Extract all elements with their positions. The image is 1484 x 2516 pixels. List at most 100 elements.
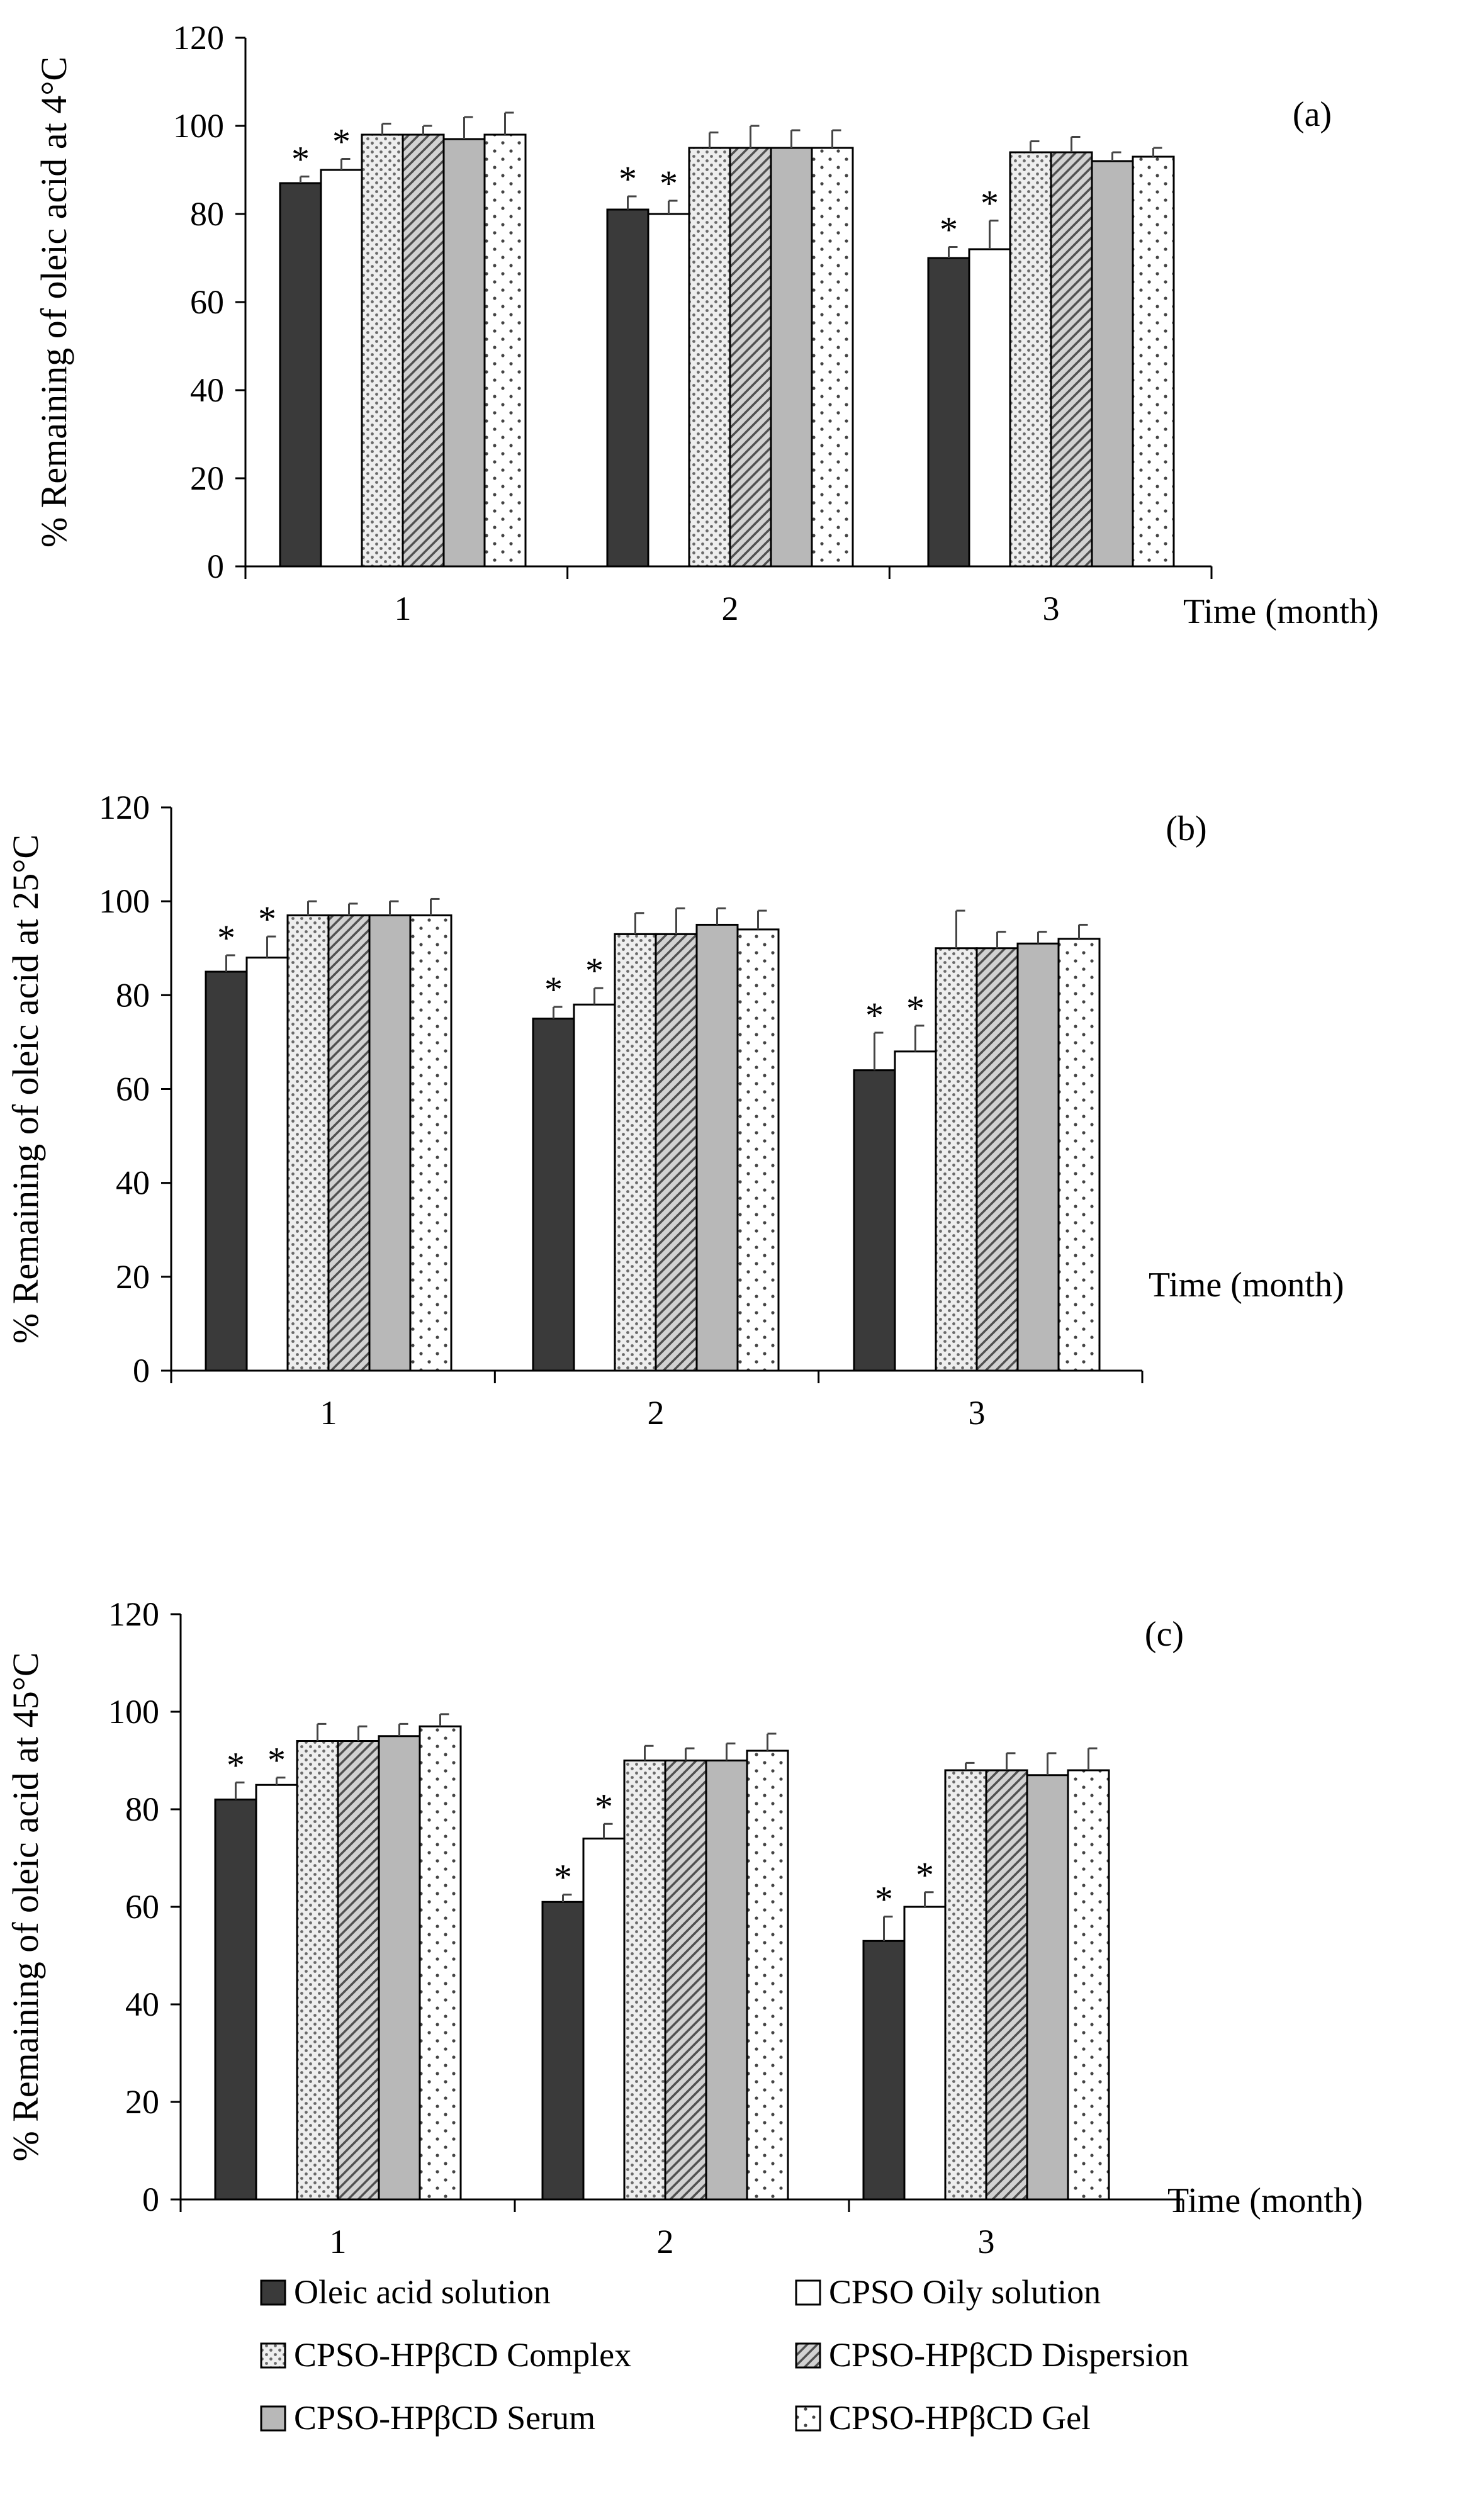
significance-marker: * <box>332 121 351 162</box>
bar <box>255 1783 298 2201</box>
bar <box>573 1003 616 1372</box>
significance-marker: * <box>595 1786 613 1827</box>
bar <box>655 933 698 1372</box>
bar <box>1067 1769 1110 2201</box>
legend-label: CPSO-HPβCD Gel <box>829 2399 1091 2437</box>
significance-marker: * <box>906 988 925 1029</box>
y-tick-label: 120 <box>99 789 150 826</box>
y-tick-label: 40 <box>116 1164 150 1202</box>
y-tick-label: 20 <box>116 1258 150 1296</box>
legend-label: Oleic acid solution <box>294 2273 551 2311</box>
panel-label: (b) <box>1166 809 1206 848</box>
legend-swatch <box>795 2405 821 2432</box>
bar <box>736 928 780 1372</box>
bar <box>419 1725 462 2201</box>
x-tick-label: 1 <box>395 590 412 627</box>
significance-marker: * <box>875 1879 893 1920</box>
legend-swatch <box>795 2279 821 2306</box>
legend-swatch <box>260 2405 286 2432</box>
y-tick-label: 80 <box>116 976 150 1014</box>
bar <box>811 147 854 568</box>
significance-marker: * <box>258 899 276 940</box>
bar <box>1132 155 1175 568</box>
legend-swatch <box>795 2342 821 2369</box>
significance-marker: * <box>981 183 999 224</box>
y-axis-label: % Remaining of oleic acid at 4°C <box>33 57 74 548</box>
bar <box>1016 942 1060 1372</box>
bar <box>623 1760 666 2201</box>
y-tick-label: 40 <box>125 1985 159 2023</box>
y-axis-label: % Remaining of oleic acid at 45°C <box>5 1652 46 2161</box>
bar <box>532 1018 575 1372</box>
chart-panel-c: 0 20 40 60 80 100 120 * * 1 * * 2 * * 3 % Remaining of o… <box>5 1595 1363 2260</box>
x-axis-label: Time (month) <box>1183 592 1379 631</box>
bar <box>483 133 527 568</box>
y-tick-label: 120 <box>108 1595 159 1633</box>
bar <box>853 1069 896 1372</box>
bar <box>614 933 657 1372</box>
y-tick-label: 20 <box>125 2083 159 2121</box>
legend-label: CPSO-HPβCD Complex <box>294 2336 631 2374</box>
bar <box>541 1901 585 2201</box>
x-axis-label: Time (month) <box>1167 2181 1363 2220</box>
bar <box>729 147 772 568</box>
x-tick-label: 2 <box>657 2223 674 2260</box>
legend-swatch <box>260 2279 286 2306</box>
y-tick-label: 100 <box>99 882 150 920</box>
bar <box>1009 151 1052 568</box>
bar <box>320 169 363 568</box>
x-tick-label: 2 <box>648 1394 665 1432</box>
bar <box>647 213 690 568</box>
y-tick-label: 120 <box>173 19 224 57</box>
bar <box>205 970 248 1372</box>
significance-marker: * <box>544 969 563 1010</box>
y-tick-label: 20 <box>190 459 224 497</box>
bar <box>903 1906 947 2201</box>
x-axis-label: Time (month) <box>1149 1266 1344 1305</box>
bar <box>770 147 813 568</box>
significance-marker: * <box>660 163 678 204</box>
significance-marker: * <box>267 1740 286 1781</box>
significance-marker: * <box>940 210 958 250</box>
chart-panel-a: 0 20 40 60 80 100 120 * * 1 * * 2 * * 3 % Remaining of o… <box>33 19 1379 631</box>
x-tick-label: 1 <box>320 1394 337 1432</box>
bar <box>968 248 1011 568</box>
y-tick-label: 80 <box>190 195 224 233</box>
bar <box>582 1838 626 2201</box>
y-tick-label: 60 <box>116 1070 150 1108</box>
x-tick-label: 3 <box>978 2223 995 2260</box>
bar <box>746 1749 789 2201</box>
y-tick-label: 0 <box>207 548 224 585</box>
panel-label: (c) <box>1145 1615 1184 1654</box>
x-tick-label: 3 <box>969 1394 986 1432</box>
bar <box>245 957 289 1372</box>
y-tick-label: 60 <box>125 1888 159 1926</box>
x-tick-label: 3 <box>1043 590 1060 627</box>
bar <box>985 1769 1028 2201</box>
bar <box>286 914 330 1372</box>
significance-marker: * <box>554 1857 572 1898</box>
bar <box>688 147 731 568</box>
panel-label: (a) <box>1293 95 1332 134</box>
bar <box>368 914 412 1372</box>
bar <box>664 1760 707 2201</box>
bar <box>378 1735 421 2201</box>
y-tick-label: 80 <box>125 1790 159 1828</box>
x-tick-label: 1 <box>330 2223 347 2260</box>
bar <box>279 182 322 568</box>
bar <box>327 914 371 1372</box>
bar <box>944 1769 987 2201</box>
significance-marker: * <box>619 159 637 199</box>
significance-marker: * <box>865 995 884 1036</box>
y-tick-label: 0 <box>142 2181 159 2218</box>
significance-marker: * <box>916 1855 934 1895</box>
bar <box>361 133 404 568</box>
y-axis-label: % Remaining of oleic acid at 25°C <box>5 834 46 1344</box>
bar <box>1057 938 1101 1372</box>
legend-label: CPSO-HPβCD Serum <box>294 2399 595 2437</box>
chart-panel-b: 0 20 40 60 80 100 120 * * 1 * * 2 * * 3 % Remaining of o… <box>5 789 1344 1432</box>
bar <box>214 1799 257 2201</box>
x-tick-label: 2 <box>722 590 739 627</box>
bar <box>606 208 649 568</box>
